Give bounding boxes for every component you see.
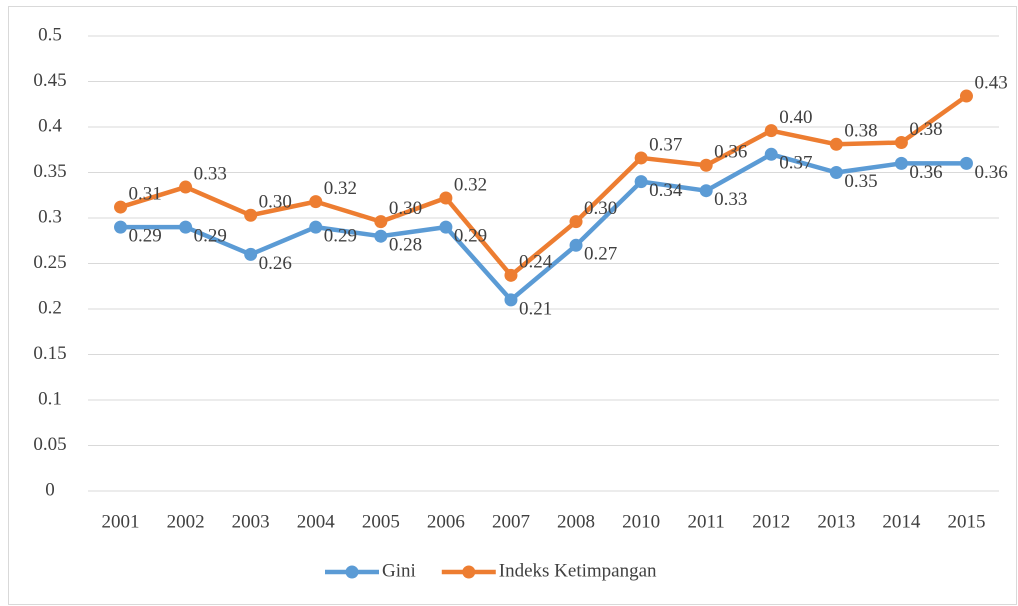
data-point <box>569 238 583 252</box>
x-tick-label: 2002 <box>167 511 205 532</box>
data-label: 0.29 <box>454 225 487 246</box>
x-tick-label: 2007 <box>492 511 530 532</box>
data-point <box>504 293 518 307</box>
data-point <box>764 124 778 138</box>
y-tick-label: 0.15 <box>33 343 66 364</box>
legend-marker <box>345 565 359 579</box>
data-point <box>959 89 973 103</box>
data-point <box>309 195 323 209</box>
y-tick-label: 0.1 <box>38 388 62 409</box>
data-label: 0.37 <box>779 153 812 174</box>
data-label: 0.30 <box>584 198 617 219</box>
data-label: 0.28 <box>389 235 422 256</box>
x-tick-label: 2006 <box>427 511 465 532</box>
x-tick-label: 2008 <box>557 511 595 532</box>
data-point <box>374 229 388 243</box>
data-point <box>114 200 128 214</box>
series-line <box>119 94 968 278</box>
data-point <box>699 184 713 198</box>
data-point <box>569 215 583 229</box>
data-label: 0.27 <box>584 244 617 265</box>
x-tick-label: 2012 <box>752 511 790 532</box>
data-point <box>439 220 453 234</box>
y-tick-label: 0.5 <box>38 24 62 45</box>
data-label: 0.21 <box>519 298 552 319</box>
x-tick-label: 2011 <box>688 511 725 532</box>
legend-marker <box>462 565 476 579</box>
data-point <box>829 137 843 151</box>
data-label: 0.36 <box>974 162 1007 183</box>
data-label: 0.33 <box>714 189 747 210</box>
data-label: 0.38 <box>844 121 877 142</box>
y-tick-label: 0.25 <box>33 252 66 273</box>
data-point <box>114 220 128 234</box>
data-point <box>959 156 973 170</box>
data-label: 0.29 <box>129 225 162 246</box>
data-label: 0.35 <box>844 171 877 192</box>
data-point <box>244 208 258 222</box>
y-tick-label: 0.35 <box>33 161 66 182</box>
data-point <box>894 156 908 170</box>
data-point <box>179 220 193 234</box>
x-tick-label: 2004 <box>297 511 336 532</box>
y-tick-label: 0.05 <box>33 434 66 455</box>
data-point <box>894 135 908 149</box>
data-label: 0.40 <box>779 107 812 128</box>
data-label: 0.32 <box>324 178 357 199</box>
legend-label: Gini <box>382 560 416 581</box>
data-label: 0.38 <box>909 119 942 140</box>
data-point <box>309 220 323 234</box>
data-label: 0.32 <box>454 174 487 195</box>
data-point <box>829 166 843 179</box>
data-point <box>634 151 648 165</box>
x-tick-label: 2001 <box>102 511 140 532</box>
data-label: 0.26 <box>259 253 292 274</box>
x-tick-label: 2013 <box>817 511 855 532</box>
data-point <box>374 215 388 229</box>
series-line <box>120 152 967 303</box>
data-label: 0.29 <box>324 225 357 246</box>
data-label: 0.43 <box>974 72 1007 93</box>
y-tick-label: 0.3 <box>38 206 62 227</box>
data-label: 0.36 <box>714 142 747 163</box>
x-tick-label: 2003 <box>232 511 270 532</box>
data-point <box>634 175 648 189</box>
data-label: 0.31 <box>129 183 162 204</box>
y-tick-label: 0 <box>45 479 55 500</box>
data-label: 0.37 <box>649 134 682 155</box>
data-point <box>439 191 453 205</box>
data-point <box>244 247 258 261</box>
x-tick-label: 2015 <box>947 511 985 532</box>
data-label: 0.24 <box>519 252 553 273</box>
data-label: 0.30 <box>389 198 422 219</box>
y-tick-label: 0.45 <box>33 70 66 91</box>
legend-label: Indeks Ketimpangan <box>499 560 657 581</box>
x-tick-label: 2010 <box>622 511 660 532</box>
data-point <box>504 268 518 282</box>
data-label: 0.33 <box>194 163 227 184</box>
x-tick-label: 2005 <box>362 511 400 532</box>
data-point <box>179 180 193 194</box>
data-label: 0.36 <box>909 162 942 183</box>
y-tick-label: 0.2 <box>38 297 62 318</box>
y-tick-label: 0.4 <box>38 115 62 136</box>
data-label: 0.29 <box>194 225 227 246</box>
data-label: 0.34 <box>649 180 683 201</box>
data-point <box>764 147 778 161</box>
x-tick-label: 2014 <box>882 511 921 532</box>
data-point <box>699 158 713 172</box>
data-label: 0.30 <box>259 192 292 213</box>
